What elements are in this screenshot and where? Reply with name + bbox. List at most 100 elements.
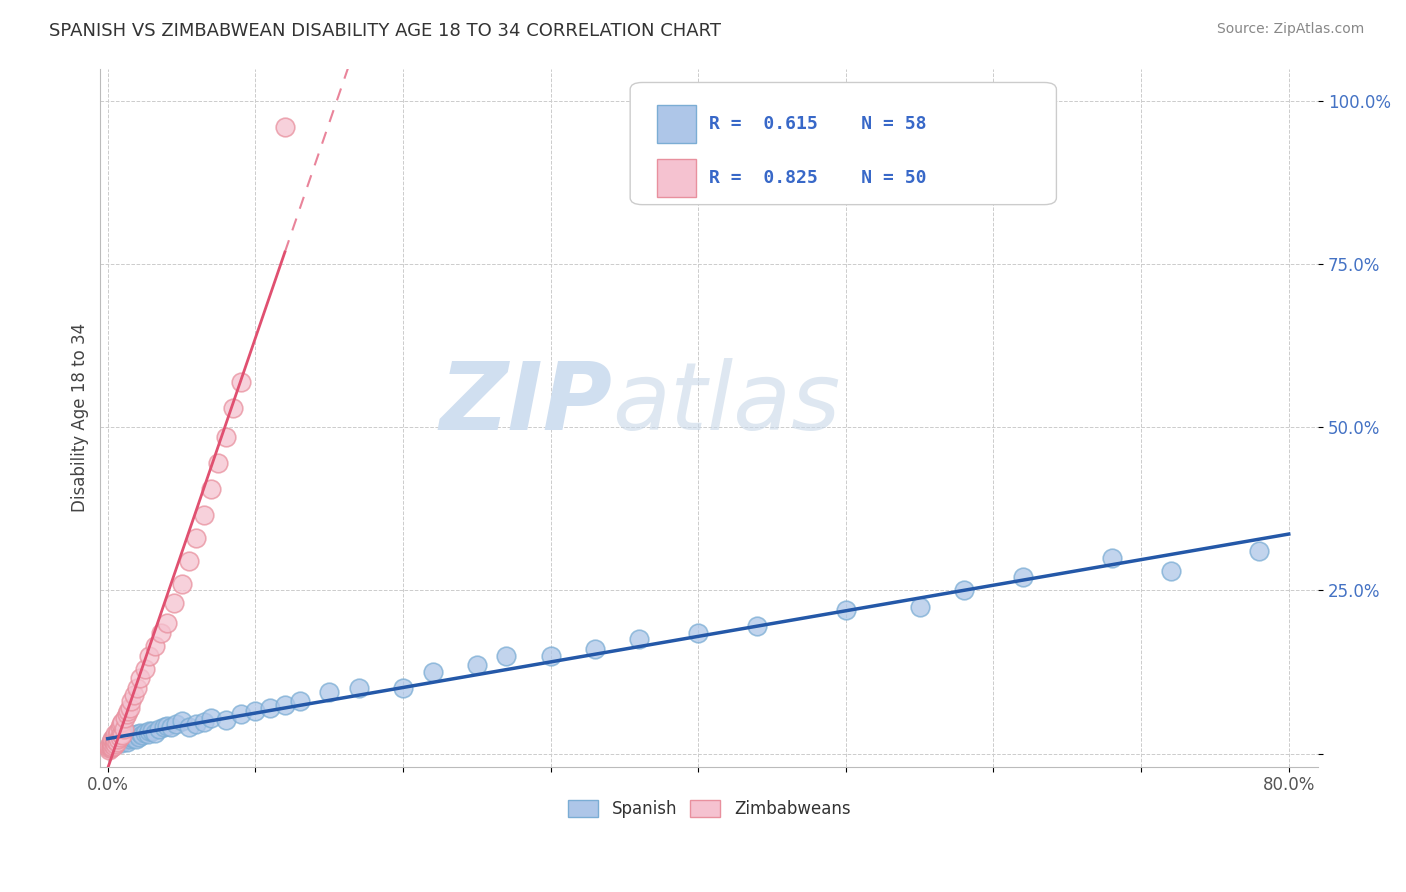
Point xyxy=(138,724,160,739)
Point xyxy=(101,737,124,751)
Point xyxy=(156,719,179,733)
Point xyxy=(101,732,124,747)
Point xyxy=(98,739,121,753)
Point xyxy=(131,728,153,742)
Point xyxy=(274,698,297,712)
Point xyxy=(115,707,138,722)
Point xyxy=(112,733,135,747)
Point xyxy=(347,681,370,696)
Point xyxy=(229,375,252,389)
Point xyxy=(101,733,124,747)
Point xyxy=(103,730,125,744)
Point xyxy=(124,728,146,742)
Point xyxy=(100,741,122,756)
Text: R =  0.615    N = 58: R = 0.615 N = 58 xyxy=(709,115,927,133)
Point xyxy=(121,731,143,745)
Point xyxy=(953,583,976,598)
Point xyxy=(149,625,172,640)
Point xyxy=(136,727,159,741)
Point xyxy=(138,648,160,663)
Point xyxy=(128,730,150,744)
Point xyxy=(125,732,148,747)
Bar xyxy=(657,105,696,144)
Point xyxy=(100,735,122,749)
Point xyxy=(118,732,141,747)
Point xyxy=(111,728,134,742)
Point xyxy=(100,739,122,753)
Point xyxy=(112,722,135,736)
Point xyxy=(104,727,127,741)
Point xyxy=(120,694,142,708)
Point xyxy=(111,730,134,744)
Point xyxy=(141,723,163,738)
Point xyxy=(134,725,156,739)
Text: SPANISH VS ZIMBABWEAN DISABILITY AGE 18 TO 34 CORRELATION CHART: SPANISH VS ZIMBABWEAN DISABILITY AGE 18 … xyxy=(49,22,721,40)
Point xyxy=(540,648,562,663)
Point xyxy=(156,615,179,630)
Point xyxy=(114,732,136,747)
Point xyxy=(422,665,444,679)
Point xyxy=(98,741,121,756)
Point xyxy=(177,720,200,734)
Point xyxy=(465,658,488,673)
Point xyxy=(118,701,141,715)
Point xyxy=(193,508,215,523)
Y-axis label: Disability Age 18 to 34: Disability Age 18 to 34 xyxy=(72,323,89,512)
Point xyxy=(207,456,229,470)
Point xyxy=(105,728,128,742)
Point xyxy=(177,554,200,568)
Legend: Spanish, Zimbabweans: Spanish, Zimbabweans xyxy=(561,793,858,824)
Point xyxy=(1012,570,1035,584)
Text: ZIP: ZIP xyxy=(439,358,612,450)
Point xyxy=(101,739,124,754)
Point xyxy=(127,681,149,696)
Point xyxy=(129,725,152,739)
Point xyxy=(222,401,245,415)
Point xyxy=(215,713,238,727)
Point xyxy=(110,727,132,741)
Point xyxy=(143,639,166,653)
Point xyxy=(134,662,156,676)
Point xyxy=(104,737,127,751)
Point xyxy=(908,599,931,614)
Point xyxy=(288,694,311,708)
Point xyxy=(129,672,152,686)
Point xyxy=(163,597,186,611)
Point xyxy=(107,732,129,747)
Point xyxy=(98,743,121,757)
Point xyxy=(104,733,127,747)
FancyBboxPatch shape xyxy=(630,82,1056,204)
Point xyxy=(747,619,769,633)
Point xyxy=(835,603,858,617)
Point xyxy=(110,717,132,731)
Point xyxy=(114,711,136,725)
Point xyxy=(688,625,710,640)
Text: R =  0.825    N = 50: R = 0.825 N = 50 xyxy=(709,169,927,187)
Point xyxy=(200,483,222,497)
Point xyxy=(245,704,267,718)
Point xyxy=(124,688,146,702)
Point xyxy=(1160,564,1182,578)
Point xyxy=(103,735,125,749)
Point xyxy=(115,735,138,749)
Point xyxy=(143,725,166,739)
Point xyxy=(153,720,176,734)
Point xyxy=(274,120,297,135)
Point xyxy=(259,701,281,715)
Point xyxy=(107,723,129,738)
Point xyxy=(583,642,606,657)
Point xyxy=(229,707,252,722)
Bar xyxy=(657,159,696,197)
Point xyxy=(107,735,129,749)
Point xyxy=(117,730,139,744)
Point xyxy=(200,711,222,725)
Text: Source: ZipAtlas.com: Source: ZipAtlas.com xyxy=(1216,22,1364,37)
Point xyxy=(160,720,183,734)
Point xyxy=(193,715,215,730)
Point xyxy=(117,704,139,718)
Point xyxy=(127,727,149,741)
Point xyxy=(318,684,340,698)
Point xyxy=(495,648,517,663)
Point xyxy=(103,739,125,753)
Text: atlas: atlas xyxy=(612,358,841,449)
